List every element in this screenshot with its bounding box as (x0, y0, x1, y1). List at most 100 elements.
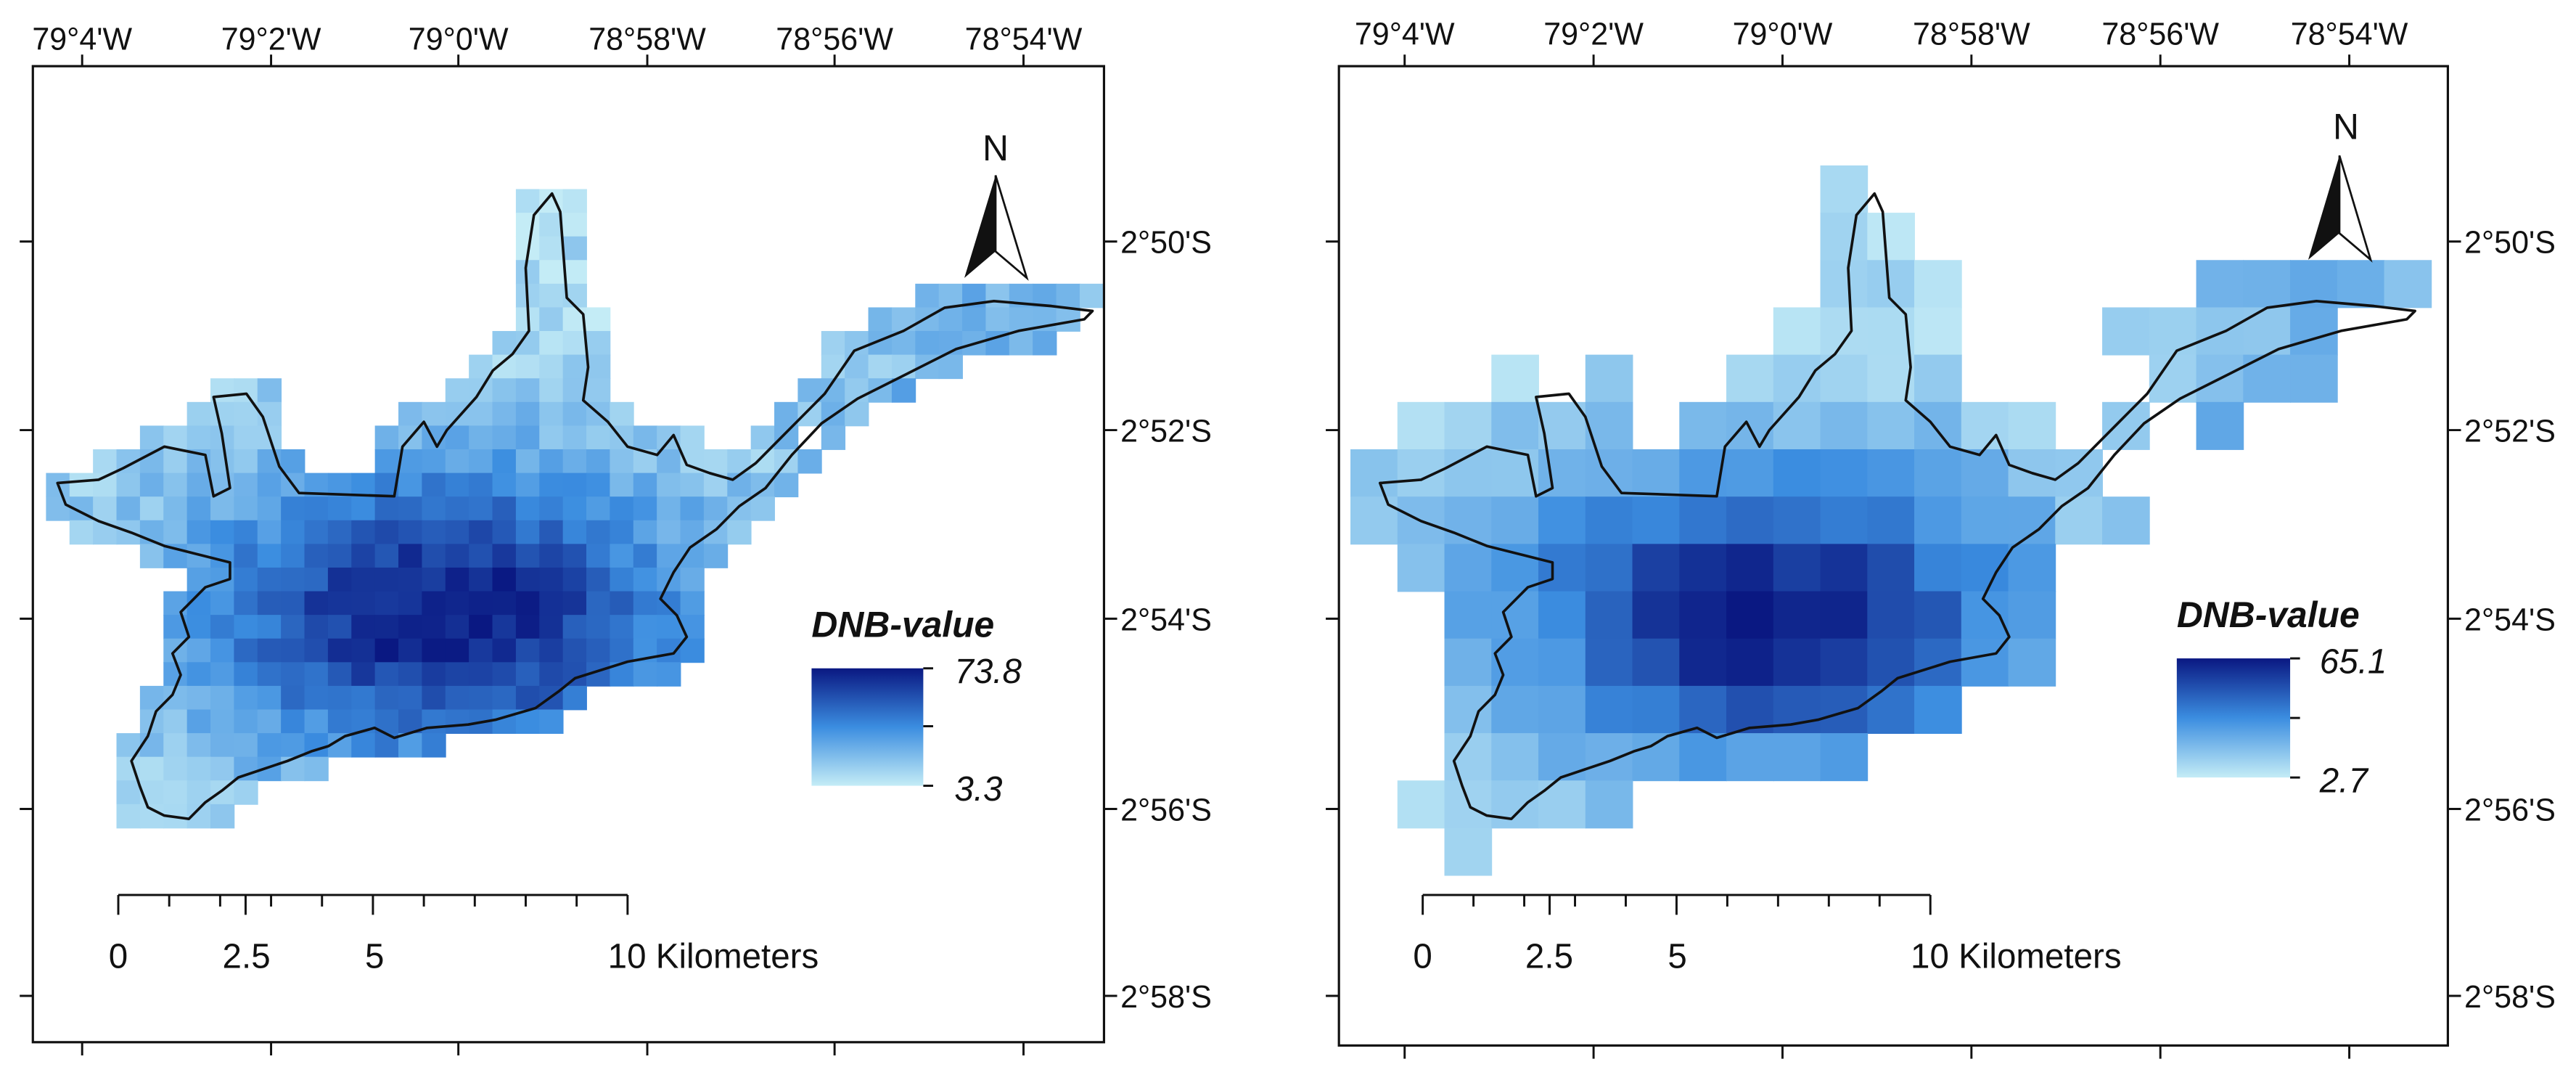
dnb-cell (1350, 496, 1398, 545)
dnb-cell (1079, 283, 1104, 308)
dnb-cell (1679, 496, 1727, 545)
dnb-cell (492, 544, 517, 568)
dnb-cell (1914, 591, 1962, 639)
dnb-cell (2149, 307, 2197, 356)
dnb-cell (539, 378, 564, 403)
dnb-cell (281, 496, 305, 521)
dnb-cell (469, 615, 493, 639)
dnb-cell (2102, 307, 2150, 356)
dnb-cell (539, 473, 564, 498)
right-lat-label-2: 2°52'S (2464, 414, 2556, 449)
right-legend-min: 2.7 (2319, 762, 2369, 801)
dnb-cell (492, 473, 517, 498)
right-legend-max: 65.1 (2320, 642, 2387, 681)
dnb-cell (1726, 733, 1774, 782)
dnb-cell (351, 544, 376, 568)
dnb-cell (562, 213, 587, 237)
dnb-cell (257, 520, 282, 545)
dnb-cell (1961, 544, 2009, 592)
dnb-cell (398, 401, 423, 427)
dnb-cell (1538, 685, 1586, 734)
dnb-cell (304, 520, 329, 545)
dnb-cell (1538, 638, 1586, 687)
dnb-cell (116, 804, 141, 829)
dnb-cell (1914, 401, 1962, 450)
dnb-cell (398, 685, 423, 711)
dnb-cell (586, 449, 611, 474)
dnb-cell (163, 733, 188, 758)
dnb-cell (351, 615, 376, 639)
right-lon-label-4: 78°58'W (1913, 17, 2030, 52)
dnb-cell (422, 591, 446, 616)
dnb-cell (774, 473, 799, 498)
dnb-cell (2290, 354, 2338, 403)
dnb-cell (586, 378, 611, 403)
dnb-cell (1538, 733, 1586, 782)
dnb-cell (938, 307, 963, 332)
dnb-cell (515, 449, 541, 474)
dnb-cell (1726, 496, 1774, 545)
dnb-cell (1444, 591, 1493, 639)
dnb-cell (1867, 638, 1915, 687)
dnb-cell (539, 638, 564, 663)
dnb-cell (445, 378, 470, 403)
dnb-cell (1773, 449, 1821, 498)
dnb-cell (750, 449, 775, 474)
left-lon-label-3: 79°0'W (409, 22, 509, 57)
dnb-cell (492, 662, 517, 687)
dnb-cell (703, 520, 729, 545)
dnb-cell (1773, 401, 1821, 450)
dnb-cell (562, 354, 587, 380)
dnb-cell (1820, 401, 1869, 450)
dnb-cell (610, 520, 634, 545)
dnb-cell (210, 709, 235, 734)
dnb-cell (186, 685, 211, 711)
dnb-cell (915, 283, 940, 308)
dnb-cell (1009, 331, 1034, 356)
dnb-cell (1820, 544, 1869, 592)
left-scale-label-5: 5 (365, 937, 384, 976)
dnb-cell (492, 401, 517, 427)
left-legend-max: 73.8 (954, 653, 1022, 691)
dnb-cell (398, 473, 423, 498)
dnb-cell (562, 189, 587, 213)
dnb-cell (1820, 496, 1869, 545)
dnb-cell (234, 473, 258, 498)
dnb-cell (2384, 260, 2432, 308)
dnb-cell (469, 638, 493, 663)
dnb-cell (539, 354, 564, 380)
dnb-cell (374, 449, 399, 474)
dnb-cell (1538, 780, 1586, 829)
dnb-cell (1491, 496, 1539, 545)
left-north-arrow-dark-half (964, 175, 996, 278)
left-north-label: N (983, 128, 1009, 168)
dnb-cell (1632, 685, 1681, 734)
dnb-cell (985, 283, 1010, 308)
dnb-cell (562, 401, 587, 427)
right-map-frame (1337, 65, 2449, 1047)
dnb-cell (1914, 496, 1962, 545)
left-lat-label-4: 2°56'S (1120, 793, 1212, 827)
dnb-cell (610, 401, 634, 427)
dnb-cell (1961, 449, 2009, 498)
dnb-cell (351, 685, 376, 711)
dnb-cell (1773, 638, 1821, 687)
dnb-cell (586, 425, 611, 450)
dnb-cell (2290, 260, 2338, 308)
dnb-cell (163, 756, 188, 782)
dnb-cell (139, 756, 165, 782)
dnb-cell (445, 520, 470, 545)
dnb-cell (1538, 544, 1586, 592)
dnb-cell (633, 473, 658, 498)
dnb-cell (1585, 544, 1633, 592)
dnb-cell (234, 378, 258, 403)
dnb-cell (281, 520, 305, 545)
dnb-cell (633, 520, 658, 545)
dnb-cell (727, 473, 752, 498)
dnb-cell (750, 473, 775, 498)
dnb-cell (515, 544, 541, 568)
dnb-cell (186, 733, 211, 758)
dnb-cell (797, 449, 822, 474)
dnb-cell (1444, 401, 1493, 450)
dnb-cell (469, 473, 493, 498)
